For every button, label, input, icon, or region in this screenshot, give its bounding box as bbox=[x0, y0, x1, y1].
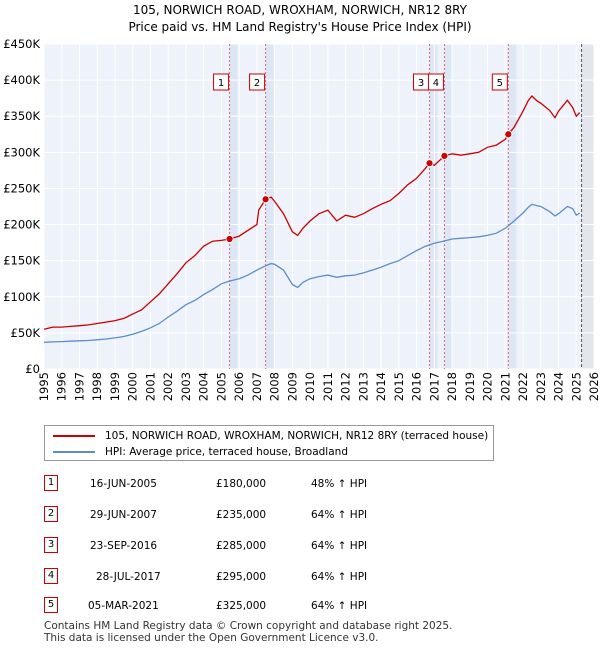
x-tick-label: 2011 bbox=[321, 372, 335, 401]
sale-shade bbox=[265, 44, 274, 369]
x-tick-label: 2007 bbox=[250, 372, 264, 401]
x-tick-label: 2002 bbox=[161, 372, 175, 401]
forecast-shade bbox=[581, 44, 594, 369]
x-tick-label: 2000 bbox=[126, 372, 140, 401]
transaction-badge: 3 bbox=[44, 537, 58, 553]
transaction-badge: 4 bbox=[44, 568, 58, 584]
sale-point bbox=[261, 195, 270, 204]
transaction-price: £325,000 bbox=[216, 600, 267, 612]
footer: Contains HM Land Registry data © Crown c… bbox=[44, 620, 452, 644]
hpi-series-line bbox=[43, 203, 581, 343]
x-tick-label: 2008 bbox=[268, 372, 282, 401]
sale-point bbox=[425, 159, 434, 168]
transaction-date: 23-SEP-2016 bbox=[90, 540, 158, 552]
y-tick-label: £450K bbox=[3, 37, 40, 51]
sale-marker-label: 5 bbox=[497, 78, 503, 89]
transaction-badge: 2 bbox=[44, 506, 58, 522]
transaction-date: 05-MAR-2021 bbox=[88, 600, 159, 612]
transaction-price: £285,000 bbox=[216, 540, 267, 552]
footer-license: This data is licensed under the Open Gov… bbox=[44, 632, 379, 644]
transaction-hpi: 48% ↑ HPI bbox=[311, 478, 368, 490]
x-tick-label: 1996 bbox=[55, 372, 69, 401]
x-tick-label: 2023 bbox=[534, 372, 548, 401]
x-tick-label: 2005 bbox=[214, 372, 228, 401]
chart-title: 105, NORWICH ROAD, WROXHAM, NORWICH, NR1… bbox=[133, 3, 468, 17]
x-tick-label: 1999 bbox=[108, 372, 122, 401]
x-tick-label: 2001 bbox=[143, 372, 157, 401]
x-tick-label: 2020 bbox=[481, 372, 495, 401]
y-tick-label: £0 bbox=[25, 362, 40, 376]
y-tick-label: £400K bbox=[3, 73, 40, 87]
x-tick-label: 2012 bbox=[339, 372, 353, 401]
transaction-price: £235,000 bbox=[216, 509, 267, 521]
sale-point bbox=[225, 235, 234, 243]
x-tick-label: 2016 bbox=[410, 372, 424, 401]
x-tick-label: 2015 bbox=[392, 372, 406, 401]
transaction-hpi: 64% ↑ HPI bbox=[311, 600, 368, 612]
y-tick-label: £250K bbox=[3, 181, 40, 195]
plot-background bbox=[44, 44, 594, 369]
price-chart: 105, NORWICH ROAD, WROXHAM, NORWICH, NR1… bbox=[3, 3, 600, 401]
legend-item-hpi: HPI: Average price, terraced house, Broa… bbox=[53, 444, 348, 460]
x-tick-label: 2019 bbox=[463, 372, 477, 401]
y-tick-label: £150K bbox=[3, 254, 40, 268]
x-tick-label: 2017 bbox=[427, 372, 441, 401]
x-tick-label: 2006 bbox=[232, 372, 246, 401]
transaction-badge: 1 bbox=[44, 475, 58, 491]
sale-point bbox=[440, 152, 449, 160]
transaction-hpi: 64% ↑ HPI bbox=[311, 540, 368, 552]
transaction-date: 16-JUN-2005 bbox=[90, 478, 157, 490]
y-tick-label: £300K bbox=[3, 145, 40, 159]
x-tick-label: 2024 bbox=[552, 372, 566, 401]
x-tick-label: 2018 bbox=[445, 372, 459, 401]
y-tick-label: £50K bbox=[11, 326, 41, 340]
transaction-price: £180,000 bbox=[216, 478, 267, 490]
sale-shade bbox=[429, 44, 438, 369]
sale-shade bbox=[508, 44, 517, 369]
x-tick-label: 2025 bbox=[569, 372, 583, 401]
transaction-date: 29-JUN-2007 bbox=[90, 509, 157, 521]
transaction-date: 28-JUL-2017 bbox=[96, 571, 161, 583]
x-tick-label: 2003 bbox=[179, 372, 193, 401]
sale-marker-box bbox=[427, 73, 444, 91]
x-tick-label: 1995 bbox=[37, 372, 51, 401]
x-tick-label: 2009 bbox=[285, 372, 299, 401]
sale-marker-box bbox=[213, 73, 230, 91]
x-tick-label: 2022 bbox=[516, 372, 530, 401]
chart-subtitle: Price paid vs. HM Land Registry's House … bbox=[128, 20, 471, 34]
footer-copyright: Contains HM Land Registry data © Crown c… bbox=[44, 620, 453, 632]
sale-marker-label: 1 bbox=[218, 78, 224, 89]
x-tick-label: 2013 bbox=[356, 372, 370, 401]
y-tick-label: £100K bbox=[3, 290, 40, 304]
y-tick-label: £350K bbox=[3, 109, 40, 123]
x-tick-label: 1998 bbox=[90, 372, 104, 401]
legend-swatch-property bbox=[53, 435, 95, 437]
x-tick-label: 2021 bbox=[498, 372, 512, 401]
transaction-price: £295,000 bbox=[216, 571, 267, 583]
sale-shade bbox=[229, 44, 238, 369]
legend: 105, NORWICH ROAD, WROXHAM, NORWICH, NR1… bbox=[44, 425, 494, 461]
legend-swatch-hpi bbox=[53, 451, 95, 453]
sale-marker-box bbox=[249, 73, 266, 91]
sale-marker-label: 4 bbox=[433, 78, 439, 89]
legend-item-property: 105, NORWICH ROAD, WROXHAM, NORWICH, NR1… bbox=[53, 428, 488, 444]
legend-label-hpi: HPI: Average price, terraced house, Broa… bbox=[105, 446, 348, 458]
x-tick-label: 1997 bbox=[72, 372, 86, 401]
sale-marker-label: 3 bbox=[418, 78, 424, 89]
transaction-hpi: 64% ↑ HPI bbox=[311, 509, 368, 521]
y-tick-label: £200K bbox=[3, 218, 40, 232]
x-tick-label: 2026 bbox=[587, 372, 600, 401]
transaction-hpi: 64% ↑ HPI bbox=[311, 571, 368, 583]
sale-point bbox=[504, 130, 513, 139]
property-series-line bbox=[43, 95, 581, 330]
legend-label-property: 105, NORWICH ROAD, WROXHAM, NORWICH, NR1… bbox=[105, 430, 489, 442]
x-tick-label: 2004 bbox=[197, 372, 211, 401]
x-tick-label: 2014 bbox=[374, 372, 388, 401]
sale-marker-box bbox=[491, 73, 508, 91]
sale-marker-label: 2 bbox=[254, 78, 260, 89]
transaction-badge: 5 bbox=[44, 597, 58, 613]
x-tick-label: 2010 bbox=[303, 372, 317, 401]
sale-shade bbox=[444, 44, 453, 369]
